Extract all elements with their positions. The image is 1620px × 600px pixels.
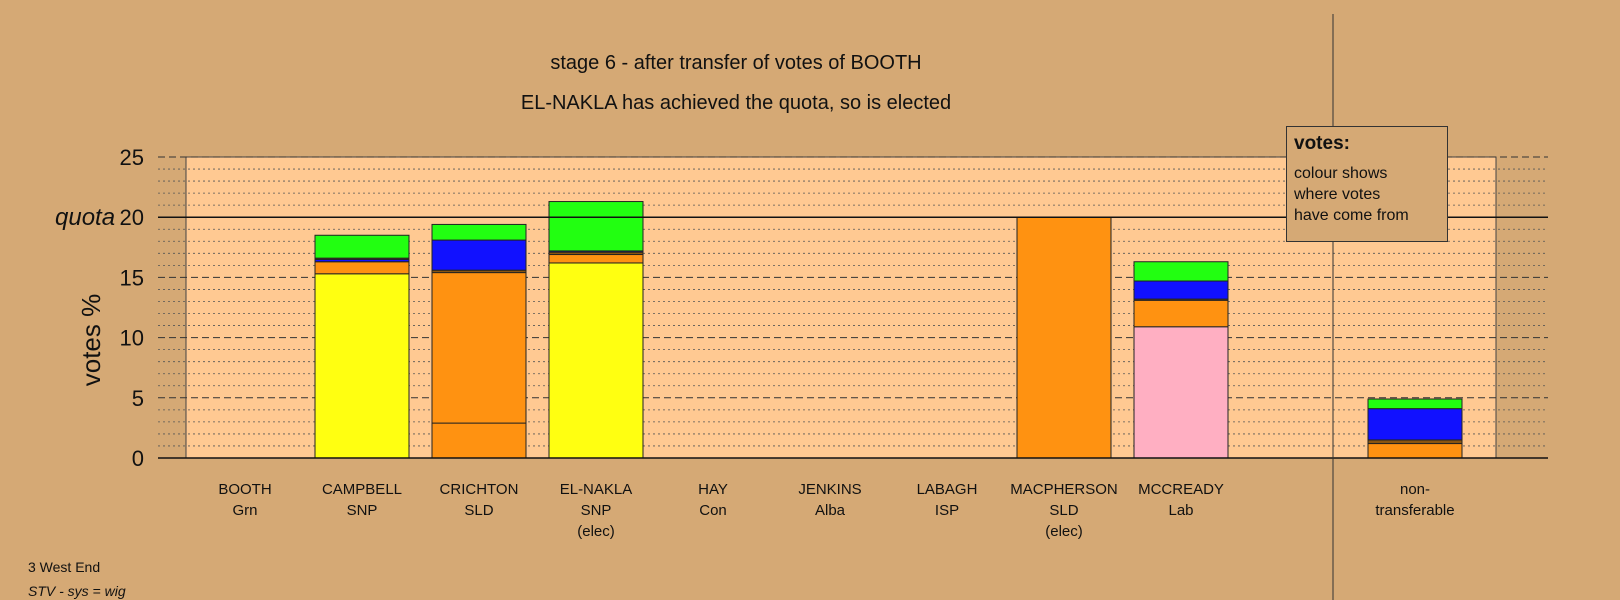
category-name-label: HAY [698, 481, 728, 498]
category-party-label: Alba [815, 502, 846, 519]
bar-segment [548, 262, 644, 459]
bar-segment [548, 254, 644, 264]
category-party-label: SNP [581, 502, 612, 519]
category-labels: BOOTH Grn CAMPBELL SNP CRICHTON SLD EL-NAKLA SN… [218, 481, 1454, 540]
chart-subtitle: EL-NAKLA has achieved the quota, so is e… [520, 92, 952, 114]
bar-segment [431, 223, 527, 241]
category-party-label: SLD [464, 502, 493, 519]
y-tick-label: 25 [120, 145, 144, 170]
legend-line: have come from [1294, 207, 1409, 224]
category-party-label: transferable [1375, 502, 1454, 519]
category-name-label: non- [1400, 481, 1430, 498]
category-party-label: Lab [1168, 502, 1193, 519]
bar-segment [1367, 439, 1463, 445]
quota-label: quota [55, 204, 115, 231]
bar-segment [1367, 443, 1463, 459]
category-party-label: Con [699, 502, 727, 519]
y-axis-label: votes % [76, 294, 106, 387]
category-party-label: SLD [1049, 502, 1078, 519]
legend-box: votes: colour shows where votes have com… [1286, 126, 1448, 242]
chart-title: stage 6 - after transfer of votes of BOO… [550, 52, 922, 74]
y-tick-label: 0 [132, 446, 144, 471]
category-note-label: (elec) [1045, 523, 1083, 540]
bar-segment [314, 273, 410, 459]
bar-segment [1367, 408, 1463, 441]
category-party-label: ISP [935, 502, 959, 519]
bar-segment [431, 272, 527, 424]
category-name-label: CRICHTON [440, 481, 519, 498]
bar-segment [548, 201, 644, 252]
legend-heading: votes: [1294, 133, 1350, 154]
system-label: STV - sys = wig [28, 583, 126, 599]
bar-segment [314, 234, 410, 259]
category-name-label: JENKINS [798, 481, 861, 498]
category-name-label: MCCREADY [1138, 481, 1224, 498]
category-party-label: SNP [347, 502, 378, 519]
category-name-label: CAMPBELL [322, 481, 402, 498]
bar-segment [1133, 299, 1229, 328]
y-tick-label: 10 [120, 326, 144, 351]
ward-label: 3 West End [28, 559, 101, 575]
legend-line: where votes [1294, 186, 1381, 203]
bar-segment [1133, 280, 1229, 300]
bar-segment [314, 261, 410, 275]
y-tick-label: 5 [132, 386, 144, 411]
category-name-label: EL-NAKLA [560, 481, 633, 498]
bar-segment [1016, 216, 1112, 459]
y-tick-label: 20 [120, 205, 144, 230]
category-name-label: MACPHERSON [1010, 481, 1118, 498]
axes: 0 5 10 15 20 25 quota [55, 14, 1548, 600]
y-tick-label: 15 [120, 265, 144, 290]
bar-segment [431, 239, 527, 271]
bar-segment [1367, 398, 1463, 410]
category-party-label: Grn [232, 502, 257, 519]
bar-segment [1133, 261, 1229, 282]
category-note-label: (elec) [577, 523, 615, 540]
category-name-label: LABAGH [917, 481, 978, 498]
legend-line: colour shows [1294, 165, 1388, 182]
category-name-label: BOOTH [218, 481, 271, 498]
bar-segment [1133, 326, 1229, 459]
bar-segment [431, 422, 527, 459]
bars [314, 201, 1463, 459]
